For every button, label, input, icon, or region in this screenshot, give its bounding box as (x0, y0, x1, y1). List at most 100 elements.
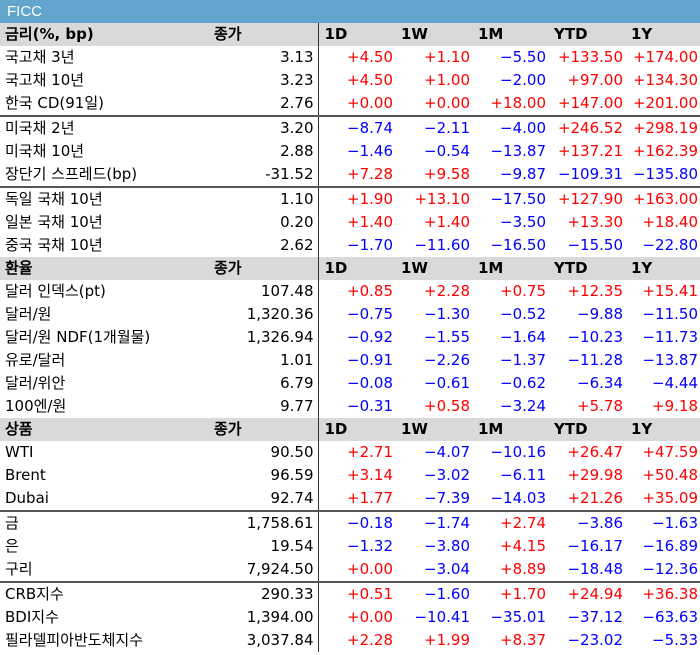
close-value: 3.23 (212, 69, 319, 92)
row-label: 금 (5, 514, 19, 532)
change-value: −0.91 (347, 351, 393, 369)
change-value: +24.94 (567, 585, 623, 603)
close-value: 2.88 (212, 140, 319, 163)
change-value: −0.75 (347, 305, 393, 323)
row-label: 중국 국채 10년 (5, 236, 103, 254)
period-column-header: 1Y (625, 257, 700, 280)
row-label: 유로/달러 (5, 351, 66, 369)
section-title: 환율 (0, 257, 212, 280)
ficc-table: 금리(%, bp) 종가 1D 1W 1M YTD 1Y 국고채 3년 3.13 +4.50 +1.… (0, 23, 700, 652)
change-value: −22.80 (642, 236, 698, 254)
close-value: 96.59 (212, 464, 319, 487)
change-value: +0.00 (318, 92, 395, 117)
change-value: −0.61 (424, 374, 470, 392)
change-value: +1.10 (424, 48, 470, 66)
period-column-header: YTD (548, 23, 625, 46)
change-value: +18.00 (472, 92, 548, 117)
change-value: +1.99 (424, 631, 470, 649)
change-value: +2.71 (347, 443, 393, 461)
change-value: −1.55 (424, 328, 470, 346)
change-value: −37.12 (567, 608, 623, 626)
close-value: -31.52 (212, 163, 319, 188)
change-value: −35.01 (490, 608, 546, 626)
section-title: 금리(%, bp) (0, 23, 212, 46)
change-value: +246.52 (557, 119, 623, 137)
change-value: +174.00 (632, 48, 698, 66)
close-column-header: 종가 (212, 418, 319, 441)
change-value: −2.00 (500, 71, 546, 89)
close-value: 0.20 (212, 211, 319, 234)
period-column-header: 1Y (625, 418, 700, 441)
change-value: +21.26 (548, 487, 625, 512)
close-value: 90.50 (212, 441, 319, 464)
row-label: Brent (5, 466, 46, 484)
table-row: 국고채 10년 3.23 +4.50 +1.00 −2.00 +97.00 +134.30 (0, 69, 700, 92)
table-row: 금 1,758.61 −0.18 −1.74 +2.74 −3.86 −1.63 (0, 511, 700, 535)
change-value: −0.62 (500, 374, 546, 392)
row-label: WTI (5, 443, 34, 461)
change-value: −18.48 (548, 558, 625, 583)
change-value: +1.70 (500, 585, 546, 603)
close-column-header: 종가 (212, 23, 319, 46)
row-label: 필라델피아반도체지수 (5, 631, 144, 649)
change-value: −6.11 (500, 466, 546, 484)
change-value: +134.30 (632, 71, 698, 89)
period-column-header: 1M (472, 418, 548, 441)
change-value: +137.21 (557, 142, 623, 160)
period-column-header: 1W (395, 257, 472, 280)
period-column-header: 1M (472, 257, 548, 280)
table-row: 국고채 3년 3.13 +4.50 +1.10 −5.50 +133.50 +174.00 (0, 46, 700, 69)
change-value: −15.50 (567, 236, 623, 254)
row-label: 달러 인덱스(pt) (5, 282, 106, 300)
change-value: +2.28 (424, 282, 470, 300)
row-label: 일본 국채 10년 (5, 213, 103, 231)
change-value: +201.00 (625, 92, 700, 117)
table-row: Brent 96.59 +3.14 −3.02 −6.11 +29.98 +50.48 (0, 464, 700, 487)
change-value: −1.32 (347, 537, 393, 555)
change-value: −109.31 (548, 163, 625, 188)
row-label: 국고채 10년 (5, 71, 85, 89)
section-title: 상품 (0, 418, 212, 441)
period-column-header: 1W (395, 418, 472, 441)
change-value: −10.16 (490, 443, 546, 461)
change-value: −1.60 (424, 585, 470, 603)
change-value: +0.00 (395, 92, 472, 117)
change-value: −16.89 (642, 537, 698, 555)
change-value: −4.44 (652, 374, 698, 392)
close-value: 3,037.84 (212, 629, 319, 652)
close-column-header: 종가 (212, 257, 319, 280)
table-row: 장단기 스프레드(bp) -31.52 +7.28 +9.58 −9.87 −109.31… (0, 163, 700, 188)
table-row: 달러/원 NDF(1개월물) 1,326.94 −0.92 −1.55 −1.64 −10… (0, 326, 700, 349)
row-label: 국고채 3년 (5, 48, 75, 66)
table-row: 달러/원 1,320.36 −0.75 −1.30 −0.52 −9.88 −11.50 (0, 303, 700, 326)
change-value: +97.00 (567, 71, 623, 89)
change-value: −63.63 (642, 608, 698, 626)
table-row: Dubai 92.74 +1.77 −7.39 −14.03 +21.26 +35.09 (0, 487, 700, 512)
change-value: −5.50 (500, 48, 546, 66)
change-value: −1.64 (500, 328, 546, 346)
change-value: −1.74 (424, 514, 470, 532)
change-value: −0.31 (347, 397, 393, 415)
close-value: 3.20 (212, 116, 319, 140)
close-value: 1,326.94 (212, 326, 319, 349)
change-value: −1.46 (347, 142, 393, 160)
table-row: BDI지수 1,394.00 +0.00 −10.41 −35.01 −37.12 −63.… (0, 606, 700, 629)
change-value: +36.38 (642, 585, 698, 603)
change-value: +35.09 (625, 487, 700, 512)
change-value: +127.90 (557, 190, 623, 208)
close-value: 19.54 (212, 535, 319, 558)
change-value: −3.86 (577, 514, 623, 532)
close-value: 2.62 (212, 234, 319, 257)
change-value: +9.18 (652, 397, 698, 415)
close-value: 1.10 (212, 187, 319, 211)
change-value: −1.70 (347, 236, 393, 254)
change-value: −7.39 (395, 487, 472, 512)
change-value: −2.26 (424, 351, 470, 369)
change-value: −1.37 (500, 351, 546, 369)
change-value: +1.00 (424, 71, 470, 89)
change-value: −3.24 (500, 397, 546, 415)
change-value: −14.03 (472, 487, 548, 512)
change-value: +0.51 (347, 585, 393, 603)
change-value: +29.98 (567, 466, 623, 484)
change-value: +0.85 (347, 282, 393, 300)
